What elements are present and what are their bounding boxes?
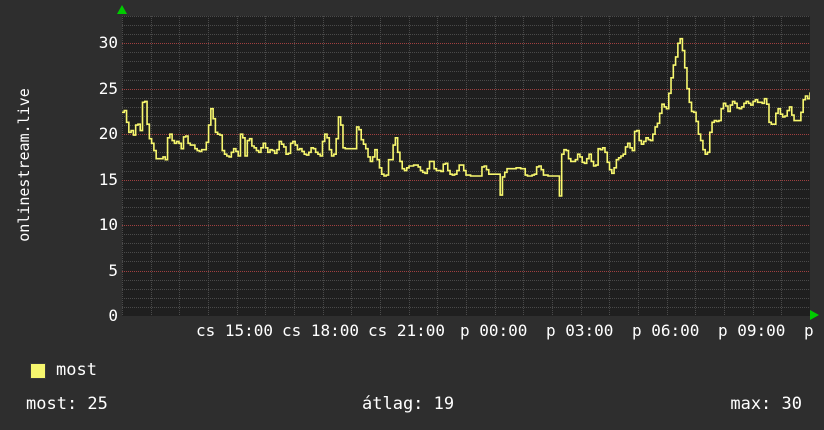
y-axis-arrow-icon [117, 5, 127, 14]
y-tick-label: 25 [98, 78, 118, 98]
x-tick-label: p 00:00 [460, 321, 528, 340]
x-tick-label: p 09:00 [718, 321, 786, 340]
summary-stats: most: 25 átlag: 19 max: 30 [0, 392, 824, 416]
legend-label-most: most [56, 360, 97, 380]
x-axis-arrow-icon [810, 310, 819, 320]
y-tick-label: 5 [108, 260, 118, 280]
x-axis-tick-labels: cs 15:00 cs 18:00 cs 21:00 p 00:00 p 03:00 p … [0, 320, 824, 342]
legend-swatch-most [30, 362, 46, 379]
major-gridlines [122, 43, 810, 272]
x-tick-label: p 03:00 [546, 321, 614, 340]
series-plot [122, 16, 810, 316]
x-tick-label: p 06:00 [632, 321, 700, 340]
y-axis-tick-labels: 0 5 10 15 20 25 30 [0, 16, 118, 324]
x-tick-label: p 12:00 [804, 321, 824, 340]
x-tick-label: cs 15:00 [196, 321, 274, 340]
plot-area [122, 16, 810, 316]
stat-maximum: max: 30 [730, 394, 802, 414]
y-tick-label: 30 [98, 33, 118, 53]
x-tick-label: cs 18:00 [282, 321, 360, 340]
minor-gridlines [122, 16, 810, 316]
series-line-most [122, 37, 810, 197]
y-tick-label: 20 [98, 124, 118, 144]
stat-current: most: 25 [26, 394, 108, 414]
y-tick-label: 15 [98, 169, 118, 189]
legend: most [30, 362, 97, 379]
x-tick-label: cs 21:00 [368, 321, 446, 340]
y-tick-label: 0 [108, 306, 118, 325]
y-tick-label: 10 [98, 215, 118, 235]
stat-average: átlag: 19 [362, 394, 455, 414]
